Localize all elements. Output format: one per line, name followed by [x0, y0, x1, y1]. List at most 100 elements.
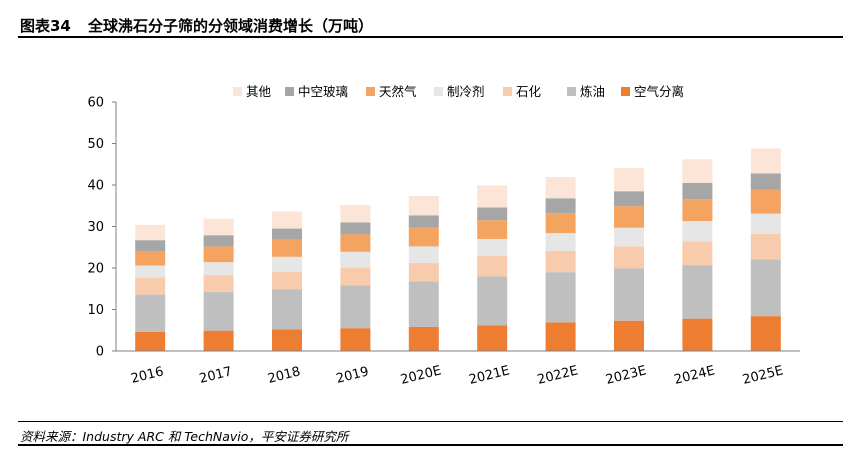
bar-segment — [750, 316, 781, 351]
figure-footer: 资料来源：Industry ARC 和 TechNavio，平安证券研究所 — [18, 421, 843, 446]
bar-segment — [545, 322, 576, 351]
x-tick-label: 2017 — [198, 364, 234, 387]
bar-segment — [614, 191, 644, 207]
bar-segment — [477, 220, 508, 239]
bar-segment — [135, 240, 166, 251]
bar-segment — [340, 222, 371, 235]
stacked-bar-chart: 0 10 20 30 40 50 60 2016 2017 2018 2019 2020E 2021E 2… — [87, 84, 800, 388]
legend-label: 空气分离 — [634, 84, 684, 99]
bar-segment — [203, 235, 234, 247]
bar-segment — [682, 199, 713, 222]
y-tick-label: 40 — [87, 179, 104, 194]
bar-segment — [135, 265, 166, 278]
legend-swatch — [567, 87, 576, 96]
bar-segment — [614, 167, 644, 192]
legend-label: 炼油 — [580, 84, 605, 99]
bar-segment — [135, 277, 166, 295]
x-tick-label: 2019 — [335, 364, 371, 387]
bar-segment — [408, 195, 439, 216]
bar-segment — [682, 159, 713, 183]
bar-segment — [545, 213, 576, 234]
bar-segment — [477, 325, 508, 351]
x-tick-label: 2025E — [741, 363, 785, 388]
bar-segment — [750, 173, 781, 190]
bar-segment — [135, 294, 166, 332]
y-tick-label: 20 — [87, 262, 104, 277]
bar-segment — [340, 204, 371, 223]
bar-segment — [203, 262, 234, 276]
bar-segment — [203, 292, 234, 331]
legend-swatch — [285, 87, 294, 96]
bar-segment — [408, 281, 439, 327]
bar-segment — [272, 289, 302, 330]
x-tick-label: 2021E — [467, 363, 511, 388]
y-tick-label: 50 — [87, 137, 104, 152]
bar-segment — [203, 330, 234, 351]
bar-segment — [682, 182, 713, 200]
bar-segment — [614, 246, 644, 269]
bar-segment — [340, 251, 371, 268]
x-tick-label: 2023E — [604, 363, 648, 388]
legend-label: 石化 — [516, 84, 542, 99]
bar-segment — [272, 271, 302, 290]
bar-segment — [203, 275, 234, 293]
bar-segment — [477, 255, 508, 277]
bar-segment — [135, 224, 166, 241]
bar-segment — [614, 268, 644, 321]
bar-segment — [750, 213, 781, 234]
bar-segment — [340, 328, 371, 351]
bar-segment — [545, 272, 576, 323]
bar-segment — [135, 331, 166, 351]
bar-segment — [545, 233, 576, 251]
bar-segment — [682, 265, 713, 319]
bar-segment — [272, 239, 302, 257]
bar-segment — [272, 211, 302, 229]
x-tick-label: 2020E — [399, 363, 443, 388]
bar-segment — [340, 285, 371, 329]
bar-segment — [272, 228, 302, 240]
legend-label: 天然气 — [379, 84, 417, 99]
bar-segment — [545, 198, 576, 214]
x-tick-label: 2022E — [536, 363, 580, 388]
bar-segment — [750, 148, 781, 174]
bar-segment — [477, 276, 508, 326]
bar-segment — [477, 238, 508, 256]
bar-segment — [682, 241, 713, 266]
bar-segment — [408, 215, 439, 228]
bar-segment — [408, 246, 439, 264]
bar-segment — [682, 221, 713, 242]
x-tick-label: 2018 — [266, 364, 302, 387]
bar-segment — [750, 233, 781, 260]
bar-segment — [750, 189, 781, 214]
legend-swatch — [366, 87, 375, 96]
bar-segment — [203, 218, 234, 236]
bar-segment — [340, 234, 371, 252]
legend-label: 制冷剂 — [447, 84, 485, 99]
bar-segment — [614, 320, 644, 351]
legend-label: 中空玻璃 — [298, 84, 348, 99]
legend-swatch — [621, 87, 630, 96]
legend-label: 其他 — [246, 84, 272, 99]
bar-segment — [477, 185, 508, 208]
bar-segment — [750, 259, 781, 317]
bar-segment — [682, 318, 713, 351]
bar-segment — [408, 263, 439, 282]
legend-swatch — [434, 87, 443, 96]
bar-segment — [272, 329, 302, 351]
source-note: 资料来源：Industry ARC 和 TechNavio，平安证券研究所 — [20, 429, 349, 444]
bar-segment — [545, 177, 576, 199]
bar-segment — [614, 206, 644, 228]
bar-segment — [340, 267, 371, 286]
bar-segment — [272, 256, 302, 272]
y-tick-label: 10 — [87, 303, 104, 318]
x-tick-label: 2024E — [673, 363, 717, 388]
figure-label: 图表34 — [20, 17, 71, 35]
bar-segment — [614, 227, 644, 247]
bar-segment — [545, 250, 576, 273]
legend-swatch — [233, 87, 242, 96]
figure-header: 图表34 全球沸石分子筛的分领域消费增长（万吨） — [18, 10, 843, 38]
y-tick-label: 0 — [96, 345, 104, 360]
bar-segment — [135, 250, 166, 266]
bar-segment — [408, 326, 439, 351]
x-tick-label: 2016 — [129, 364, 165, 387]
